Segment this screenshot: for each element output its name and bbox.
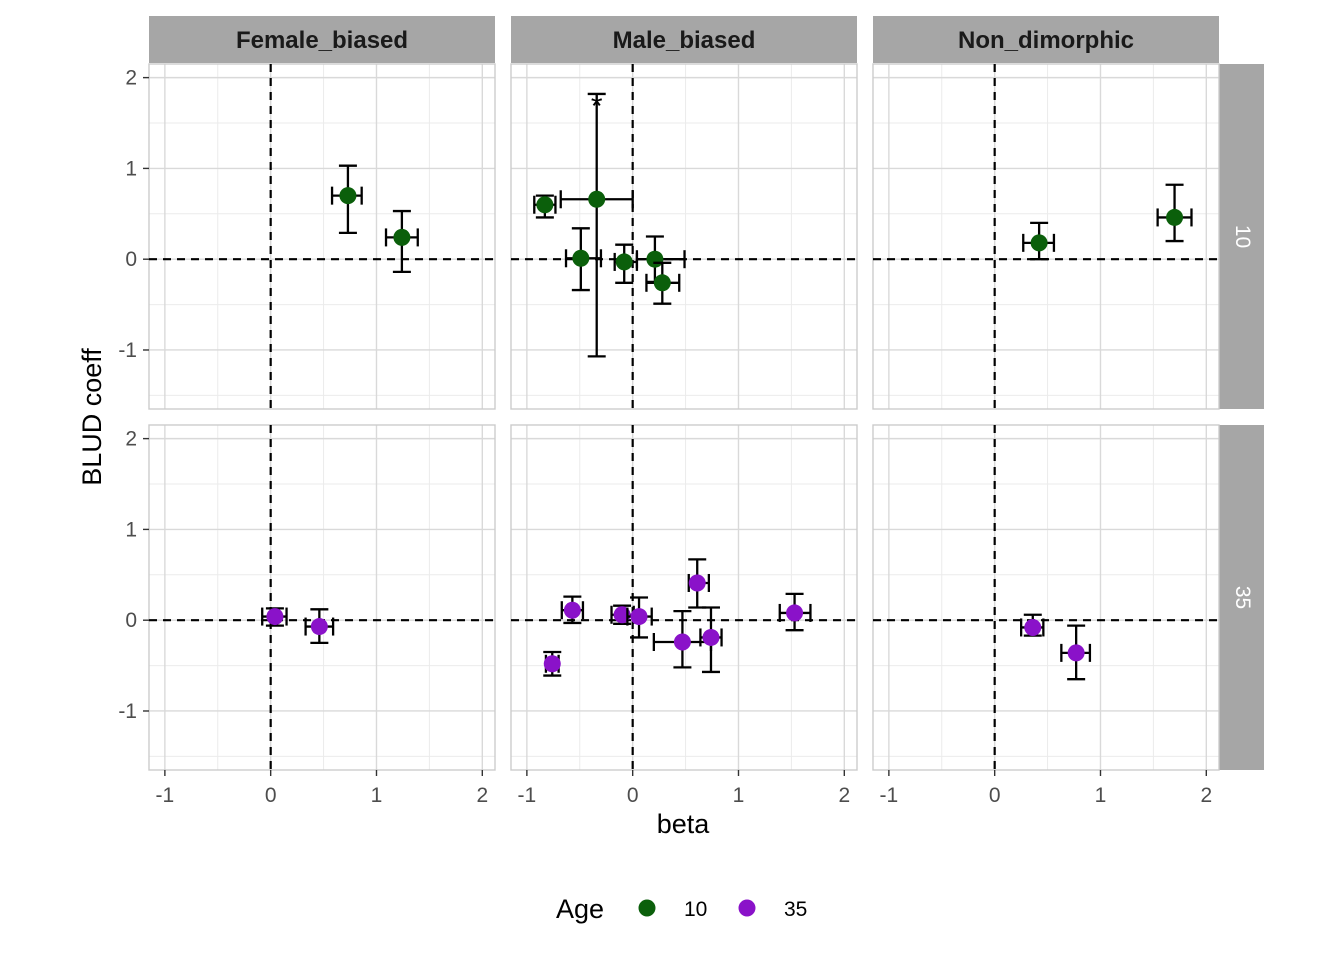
- x-tick-label: 1: [371, 784, 383, 807]
- panel-Female_biased-35: [148, 424, 496, 771]
- column-strip-Non_dimorphic: [873, 16, 1219, 63]
- data-point-group: [330, 164, 363, 235]
- data-point: [572, 249, 590, 267]
- y-tick-label: 2: [125, 67, 137, 90]
- data-point-group: [1019, 613, 1045, 637]
- legend-label: 10: [684, 898, 707, 921]
- data-point: [393, 228, 411, 246]
- data-point: [563, 601, 581, 619]
- data-point-group: [699, 606, 723, 674]
- data-point: [310, 618, 328, 636]
- column-strip-Female_biased: [149, 16, 495, 63]
- legend: Age 10 35: [556, 894, 807, 924]
- data-point-group: [304, 608, 335, 645]
- column-strip-label: Female_biased: [236, 27, 408, 54]
- panel-border: [510, 424, 858, 771]
- data-point-group: [384, 209, 419, 274]
- data-point-group: [543, 650, 562, 677]
- data-point: [615, 253, 633, 271]
- data-point: [673, 633, 691, 651]
- y-tick-label: -1: [118, 339, 137, 362]
- data-point: [1166, 208, 1184, 226]
- x-tick-label: 0: [989, 784, 1001, 807]
- data-point: [588, 190, 606, 208]
- panel-border: [148, 424, 496, 771]
- significance-marker: *: [591, 90, 603, 123]
- legend-label: 35: [784, 898, 807, 921]
- row-strip-label: 10: [1231, 225, 1254, 248]
- data-point: [786, 604, 804, 622]
- legend-title: Age: [556, 894, 604, 924]
- x-tick-label: 2: [476, 784, 488, 807]
- x-tick-label: 1: [733, 784, 745, 807]
- data-point-group: [560, 595, 585, 625]
- panel-Male_biased-35: [510, 424, 858, 771]
- x-tick-label: 2: [1200, 784, 1212, 807]
- y-tick-label: 1: [125, 518, 137, 541]
- panel-border: [872, 424, 1220, 771]
- data-point: [688, 574, 706, 592]
- y-tick-label: 0: [125, 248, 137, 271]
- panel-Male_biased-10: *: [510, 63, 858, 410]
- panels-layer: Female_biased Male_biased Non_dimorphic103…: [118, 16, 1264, 807]
- y-tick-label: -1: [118, 700, 137, 723]
- data-point-group: [645, 261, 681, 305]
- data-point: [1024, 618, 1042, 636]
- legend-swatch: [738, 899, 756, 917]
- panel-Female_biased-10: [148, 63, 496, 410]
- data-point-group: [564, 227, 603, 292]
- y-tick-label: 2: [125, 428, 137, 451]
- data-point: [339, 187, 357, 205]
- column-strip-Male_biased: [511, 16, 857, 63]
- data-point-group: [1022, 221, 1056, 261]
- x-axis-title: beta: [657, 809, 711, 839]
- x-tick-label: -1: [156, 784, 175, 807]
- data-point: [653, 274, 671, 292]
- x-tick-label: 0: [265, 784, 277, 807]
- data-point-group: [626, 596, 653, 639]
- column-strip-label: Male_biased: [613, 27, 756, 54]
- data-point: [646, 250, 664, 268]
- y-axis-title: BLUD coeff: [77, 348, 107, 486]
- data-point: [266, 608, 284, 626]
- data-point-group: [687, 558, 711, 609]
- y-tick-label: 1: [125, 157, 137, 180]
- x-tick-label: 2: [838, 784, 850, 807]
- data-point: [1067, 644, 1085, 662]
- data-point-group: [1060, 624, 1092, 681]
- data-point-group: [778, 592, 812, 632]
- x-tick-label: 1: [1095, 784, 1107, 807]
- data-point-group: *: [559, 90, 634, 358]
- data-point: [630, 608, 648, 626]
- panel-border: [148, 63, 496, 410]
- data-point: [536, 196, 554, 214]
- row-strip-label: 35: [1231, 586, 1254, 609]
- data-point-group: [261, 607, 288, 627]
- x-tick-label: 0: [627, 784, 639, 807]
- panel-border: [510, 63, 858, 410]
- x-tick-label: -1: [880, 784, 899, 807]
- x-tick-label: -1: [518, 784, 537, 807]
- data-point-group: [1156, 183, 1193, 243]
- row-strip-35: [1219, 425, 1264, 770]
- data-point: [1030, 234, 1048, 252]
- data-point: [702, 628, 720, 646]
- y-tick-label: 0: [125, 609, 137, 632]
- data-point: [543, 655, 561, 673]
- data-point-group: [533, 194, 557, 219]
- panel-Non_dimorphic-10: [872, 63, 1220, 410]
- legend-swatch: [638, 899, 656, 917]
- column-strip-label: Non_dimorphic: [958, 27, 1134, 54]
- panel-border: [872, 63, 1220, 410]
- row-strip-10: [1219, 64, 1264, 409]
- panel-Non_dimorphic-35: [872, 424, 1220, 771]
